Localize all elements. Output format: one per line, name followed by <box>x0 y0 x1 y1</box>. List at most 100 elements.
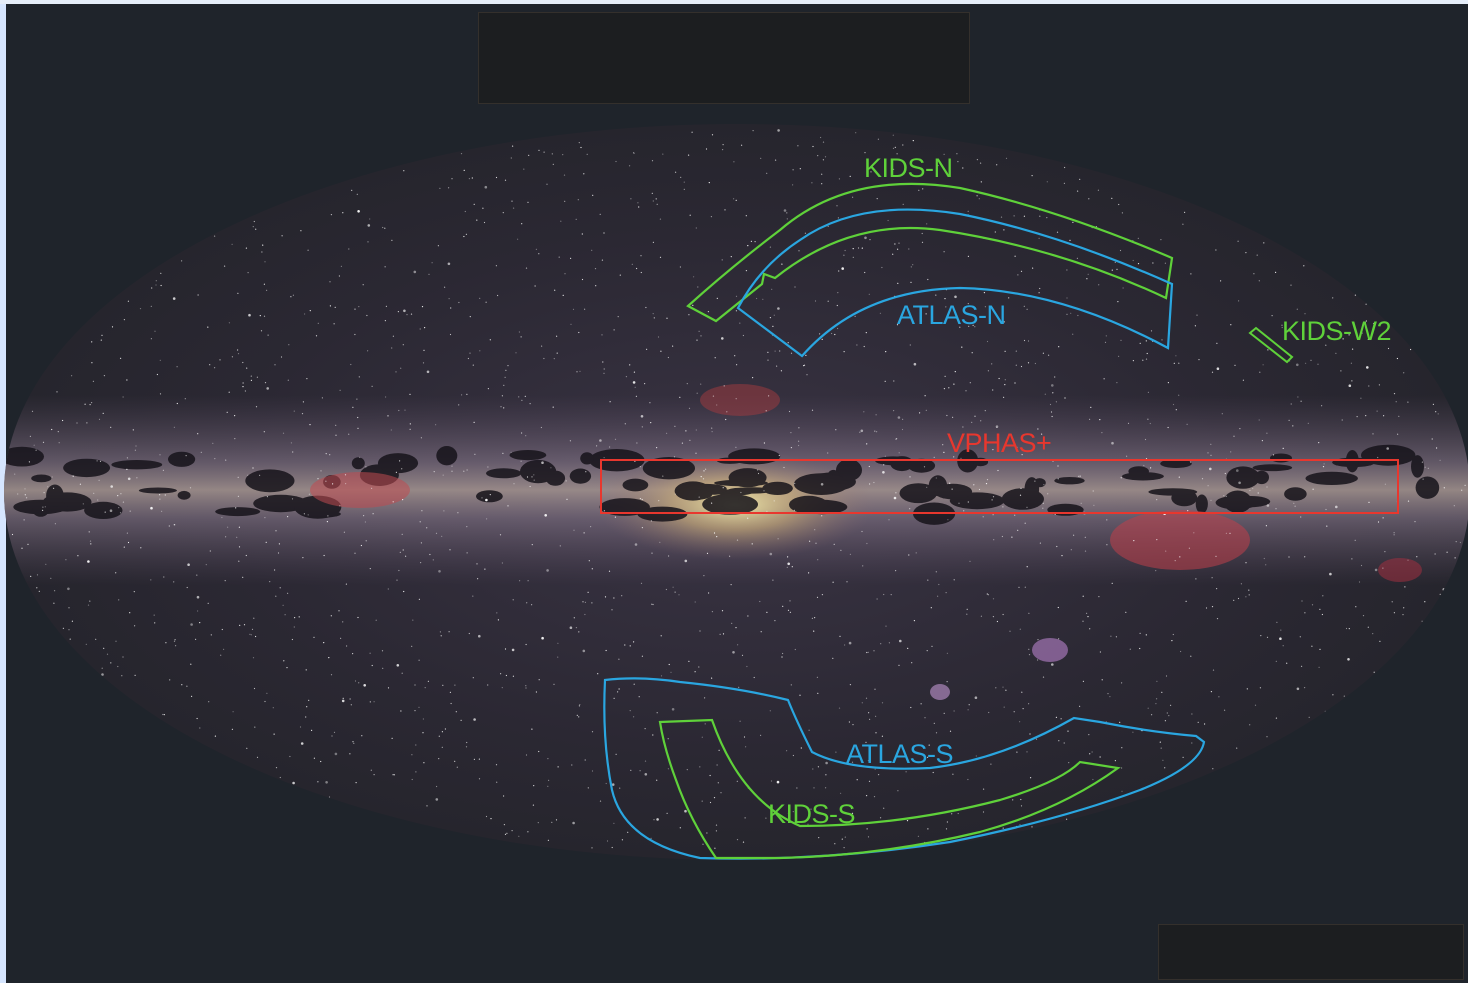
star <box>798 427 800 429</box>
star <box>1051 663 1054 666</box>
star <box>1111 197 1113 199</box>
star <box>1133 540 1135 542</box>
star <box>735 199 737 201</box>
star <box>1039 287 1041 290</box>
star <box>1260 635 1262 637</box>
star <box>818 837 820 839</box>
star <box>88 531 90 533</box>
star <box>264 700 266 703</box>
star <box>1056 545 1058 548</box>
star <box>1097 189 1099 191</box>
star <box>127 541 130 544</box>
star <box>466 526 468 528</box>
star <box>369 568 371 570</box>
star <box>994 231 996 233</box>
star <box>224 265 226 267</box>
star <box>945 592 947 594</box>
star <box>902 418 904 420</box>
star <box>451 470 453 472</box>
star <box>320 470 322 472</box>
star <box>756 297 758 300</box>
star <box>867 836 870 838</box>
star <box>11 533 14 536</box>
star <box>777 129 780 132</box>
star <box>1187 510 1189 512</box>
star <box>873 481 875 484</box>
star <box>262 244 264 246</box>
star <box>787 342 789 344</box>
star <box>1262 364 1264 366</box>
star <box>980 181 982 183</box>
star <box>931 645 933 648</box>
star <box>556 335 558 337</box>
star <box>102 412 104 414</box>
star <box>1019 721 1021 723</box>
star <box>789 600 791 602</box>
star <box>110 426 112 428</box>
star <box>323 554 325 557</box>
star <box>1015 350 1017 352</box>
star <box>576 371 578 373</box>
star <box>591 847 593 849</box>
star <box>982 811 985 813</box>
star <box>651 192 653 194</box>
star <box>924 395 926 397</box>
star <box>503 824 505 826</box>
star <box>1311 645 1313 647</box>
star <box>384 227 386 229</box>
star <box>629 165 631 167</box>
star <box>155 280 157 282</box>
star <box>185 455 187 457</box>
star <box>54 590 56 592</box>
star <box>181 260 183 262</box>
star <box>1021 454 1023 456</box>
star <box>451 178 453 180</box>
star <box>863 411 865 413</box>
nebula <box>1378 558 1422 582</box>
star <box>1038 237 1040 239</box>
star <box>700 383 702 385</box>
star <box>476 563 478 565</box>
star <box>627 831 629 833</box>
star <box>122 656 124 658</box>
star <box>1092 490 1094 492</box>
star <box>523 168 525 170</box>
star <box>684 559 688 563</box>
star <box>971 352 973 354</box>
star <box>880 817 882 819</box>
star <box>402 549 404 551</box>
star <box>913 362 917 366</box>
star <box>743 736 746 738</box>
star <box>399 551 401 554</box>
star <box>301 413 304 415</box>
star <box>1194 325 1196 327</box>
star <box>713 532 716 534</box>
star <box>538 253 540 255</box>
star <box>525 754 528 756</box>
star <box>674 493 677 495</box>
star <box>44 506 46 508</box>
star <box>1212 669 1215 671</box>
star <box>253 617 255 619</box>
star <box>742 334 745 337</box>
star <box>95 638 97 640</box>
star <box>735 295 738 297</box>
star <box>1091 751 1093 753</box>
star <box>1318 666 1320 668</box>
star <box>266 387 270 390</box>
star <box>817 559 819 561</box>
star <box>782 652 784 655</box>
star <box>793 509 796 511</box>
star <box>450 702 452 705</box>
star <box>354 333 356 336</box>
star <box>471 177 473 179</box>
star <box>1156 698 1158 700</box>
star <box>1004 379 1006 381</box>
star <box>235 507 237 509</box>
star <box>732 651 735 654</box>
star <box>957 812 959 815</box>
star <box>1437 413 1439 415</box>
star <box>821 183 823 185</box>
star <box>751 543 753 545</box>
star <box>155 284 157 286</box>
